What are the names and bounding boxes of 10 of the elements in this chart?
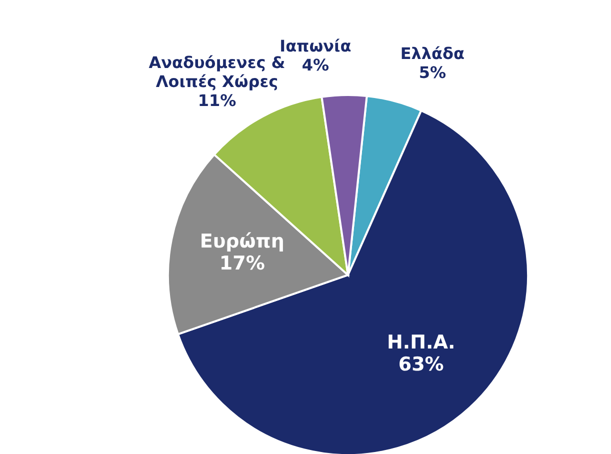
slice-label: Η.Π.Α.	[387, 332, 456, 354]
slice-label: Ευρώπη	[200, 230, 284, 253]
slice-label: Αναδυόμενες & Λοιπές Χώρες	[148, 53, 286, 92]
data-label: 17%	[219, 252, 265, 275]
data-label: 5%	[418, 63, 446, 82]
slice-label: Ιαπωνία	[280, 36, 352, 56]
slice-label: Ελλάδα	[400, 44, 465, 64]
data-label: 11%	[198, 91, 236, 110]
data-label: 4%	[302, 56, 330, 75]
data-label: 63%	[398, 354, 444, 376]
